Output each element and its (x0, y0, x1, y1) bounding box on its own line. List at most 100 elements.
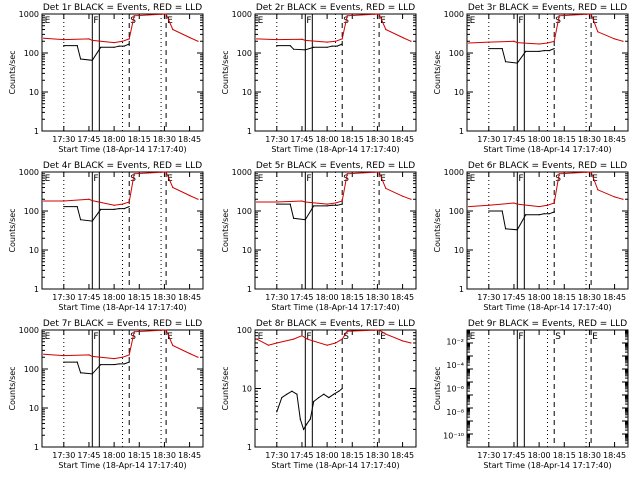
data-point (333, 393, 335, 395)
data-point (341, 203, 343, 205)
y-tick-label: 100 (449, 49, 464, 58)
data-point (401, 340, 404, 342)
x-tick-label: 17:45 (502, 293, 525, 302)
flare-box (516, 329, 525, 448)
marker-label: F (93, 16, 98, 26)
x-tick-label: 18:30 (366, 135, 389, 144)
data-point (113, 46, 115, 48)
x-axis-label: Start Time (18-Apr-14 17:17:40) (483, 461, 611, 470)
data-point (79, 219, 82, 221)
data-point (516, 62, 518, 64)
data-point (306, 338, 308, 340)
y-tick-label: 100 (237, 326, 252, 335)
x-tick-label: 18:00 (316, 293, 339, 302)
data-point (553, 47, 555, 50)
data-point (292, 217, 295, 219)
data-point (133, 15, 135, 17)
data-point (118, 45, 120, 47)
data-point (91, 199, 93, 202)
data-point (304, 39, 306, 42)
data-point (91, 59, 93, 61)
marker-label: F (306, 332, 311, 342)
data-point (63, 200, 65, 202)
data-point (296, 393, 298, 395)
x-tick-label: 18:15 (553, 135, 576, 144)
data-point (326, 41, 328, 43)
x-tick-label: 18:45 (391, 451, 414, 460)
data-point (113, 208, 115, 210)
data-point (488, 210, 490, 212)
data-point (128, 38, 130, 40)
data-point (197, 198, 199, 200)
data-point (525, 50, 527, 52)
marker-label: F (93, 174, 98, 184)
x-tick-label: 17:30 (52, 293, 75, 302)
data-point (276, 203, 278, 205)
marker-label: E (380, 174, 386, 184)
marker-label: E (592, 174, 598, 184)
panel-8: Det 8r BLACK = Events, RED = LLD 1 10 100 17… (221, 319, 417, 470)
data-point (538, 50, 540, 52)
flare-box (91, 329, 100, 448)
data-point (303, 428, 305, 430)
data-point (172, 28, 174, 31)
data-point (378, 329, 380, 331)
x-tick-label: 17:45 (77, 293, 100, 302)
y-tick-label: 1 (34, 443, 39, 452)
x-axis-label: Start Time (18-Apr-14 17:17:40) (58, 145, 186, 154)
x-axis-label: Start Time (18-Apr-14 17:17:40) (271, 145, 399, 154)
data-point (118, 208, 120, 210)
x-tick-label: 18:15 (553, 451, 576, 460)
data-point (256, 201, 258, 203)
data-point (304, 201, 306, 203)
data-point (488, 204, 490, 206)
data-point (128, 43, 130, 45)
x-tick-label: 18:15 (128, 293, 151, 302)
data-point (291, 390, 293, 392)
data-point (276, 39, 278, 41)
panel-title: Det 3r BLACK = Events, RED = LLD (468, 3, 627, 13)
y-tick-label: 10 (242, 88, 252, 97)
flare-box (91, 13, 100, 132)
data-point (304, 49, 306, 51)
marker-label: E (45, 332, 51, 342)
y-tick-label: 100 (237, 207, 252, 216)
data-point (188, 194, 191, 197)
x-axis-label: Start Time (18-Apr-14 17:17:40) (483, 303, 611, 312)
data-point (341, 387, 343, 390)
flare-box (516, 13, 525, 132)
flare-box (516, 171, 525, 290)
data-point (525, 214, 527, 216)
data-point (326, 205, 328, 207)
x-tick-label: 18:45 (178, 451, 201, 460)
y-tick-label: 10 (242, 385, 252, 394)
data-point (336, 204, 338, 206)
panel-6: Det 6r BLACK = Events, RED = LLD 1 10 100 10… (433, 161, 629, 312)
data-point (197, 356, 199, 358)
panel-title: Det 5r BLACK = Events, RED = LLD (256, 161, 415, 171)
data-point (338, 390, 340, 392)
data-point (331, 204, 333, 206)
x-tick-label: 17:45 (290, 135, 313, 144)
y-tick-label: 10⁻² (446, 338, 464, 347)
data-point (256, 338, 258, 340)
data-point (410, 342, 412, 344)
y-tick-label: 1000 (444, 10, 464, 19)
marker-label: E (470, 332, 476, 342)
x-tick-label: 18:00 (103, 135, 126, 144)
data-point (63, 361, 65, 363)
y-tick-label: 100 (24, 207, 39, 216)
plot-frame (254, 13, 417, 132)
y-tick-label: 10⁻⁶ (446, 385, 464, 394)
panel-title: Det 2r BLACK = Events, RED = LLD (256, 3, 415, 13)
data-point (401, 195, 404, 197)
x-tick-label: 18:00 (528, 451, 551, 460)
x-tick-label: 18:00 (528, 293, 551, 302)
y-tick-label: 10 (29, 404, 39, 413)
data-point (113, 357, 115, 360)
data-point (543, 50, 545, 52)
marker-label: E (380, 16, 386, 26)
data-point (165, 171, 167, 173)
data-point (334, 342, 337, 344)
panel-title: Det 7r BLACK = Events, RED = LLD (43, 319, 202, 329)
